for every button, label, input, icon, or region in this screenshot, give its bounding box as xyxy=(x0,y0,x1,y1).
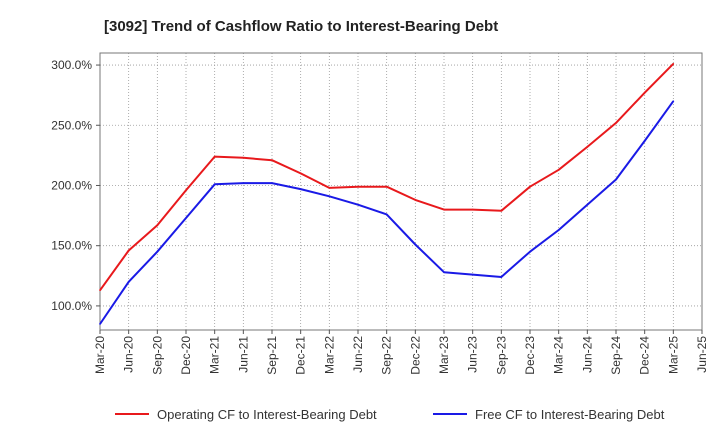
x-tick-label: Jun-20 xyxy=(122,336,136,373)
data-point xyxy=(271,182,273,184)
data-point xyxy=(242,156,245,159)
x-tick-label: Jun-21 xyxy=(236,336,250,373)
x-tick-label: Dec-22 xyxy=(408,336,422,375)
data-point xyxy=(557,229,560,231)
data-point xyxy=(586,146,589,148)
x-tick-label: Sep-23 xyxy=(494,336,508,375)
x-tick-label: Mar-23 xyxy=(437,336,451,374)
x-tick-label: Dec-20 xyxy=(179,336,193,375)
legend-label-2: Free CF to Interest-Bearing Debt xyxy=(475,407,665,422)
series-lines xyxy=(99,63,675,325)
data-point xyxy=(443,271,445,273)
data-point xyxy=(213,155,216,158)
series-line-1 xyxy=(99,63,675,291)
data-point xyxy=(185,217,187,219)
x-tick-label: Mar-20 xyxy=(93,336,107,374)
data-point xyxy=(615,178,617,181)
data-point xyxy=(99,289,101,292)
grid-lines xyxy=(100,53,702,330)
x-tick-label: Dec-24 xyxy=(638,336,652,375)
data-point xyxy=(242,182,245,184)
data-point xyxy=(213,183,216,186)
plot-area-border xyxy=(99,52,703,331)
y-tick-label: 200.0% xyxy=(51,178,92,192)
x-tick-label: Sep-21 xyxy=(265,336,279,375)
chart-title: [3092] Trend of Cashflow Ratio to Intere… xyxy=(104,18,498,35)
y-tick-label: 100.0% xyxy=(51,299,92,313)
data-point xyxy=(443,208,445,211)
x-tick-label: Mar-22 xyxy=(322,336,336,374)
data-point xyxy=(357,185,359,188)
data-point xyxy=(328,187,331,189)
data-point xyxy=(127,249,130,252)
data-point xyxy=(643,91,646,94)
data-point xyxy=(529,250,531,253)
x-axis-ticks: Mar-20 Jun-20 Sep-20 Dec-20 Mar-21 Jun-21 Sep-… xyxy=(93,330,709,375)
x-tick-label: Mar-24 xyxy=(552,336,566,374)
data-point xyxy=(615,122,617,124)
data-point xyxy=(328,195,331,198)
data-point xyxy=(127,281,130,283)
data-point xyxy=(414,243,417,246)
y-tick-label: 300.0% xyxy=(51,58,92,72)
data-point xyxy=(500,209,503,212)
x-tick-label: Mar-25 xyxy=(666,336,680,374)
legend: Operating CF to Interest-Bearing Debt Fre… xyxy=(115,407,665,422)
data-point xyxy=(385,213,388,216)
x-tick-label: Jun-22 xyxy=(351,336,365,373)
data-point xyxy=(471,208,474,211)
x-tick-label: Jun-24 xyxy=(580,336,594,373)
data-point xyxy=(471,273,474,276)
data-point xyxy=(299,172,302,175)
x-tick-label: Sep-20 xyxy=(150,336,164,375)
y-axis-ticks: 100.0% 150.0% 200.0% 250.0% 300.0% xyxy=(51,58,100,313)
data-point xyxy=(156,224,159,227)
x-tick-label: Dec-21 xyxy=(294,336,308,375)
data-point xyxy=(299,188,302,190)
data-point xyxy=(586,203,589,206)
x-tick-label: Jun-23 xyxy=(466,336,480,373)
data-point xyxy=(557,169,560,171)
data-point xyxy=(529,185,531,188)
data-point xyxy=(385,185,388,188)
data-point xyxy=(156,250,159,253)
data-point xyxy=(357,203,359,206)
legend-label-1: Operating CF to Interest-Bearing Debt xyxy=(157,407,377,422)
data-point xyxy=(500,276,503,278)
data-point xyxy=(672,63,675,65)
y-tick-label: 150.0% xyxy=(51,239,92,253)
data-point xyxy=(643,140,646,142)
x-tick-label: Sep-24 xyxy=(609,336,623,375)
data-point xyxy=(99,323,101,325)
data-point xyxy=(672,100,675,102)
data-point xyxy=(271,159,273,161)
x-tick-label: Dec-23 xyxy=(523,336,537,375)
data-point xyxy=(185,189,187,192)
data-point xyxy=(414,199,417,201)
y-tick-label: 250.0% xyxy=(51,118,92,132)
x-tick-label: Sep-22 xyxy=(380,336,394,375)
x-tick-label: Jun-25 xyxy=(695,336,709,373)
x-tick-label: Mar-21 xyxy=(208,336,222,374)
